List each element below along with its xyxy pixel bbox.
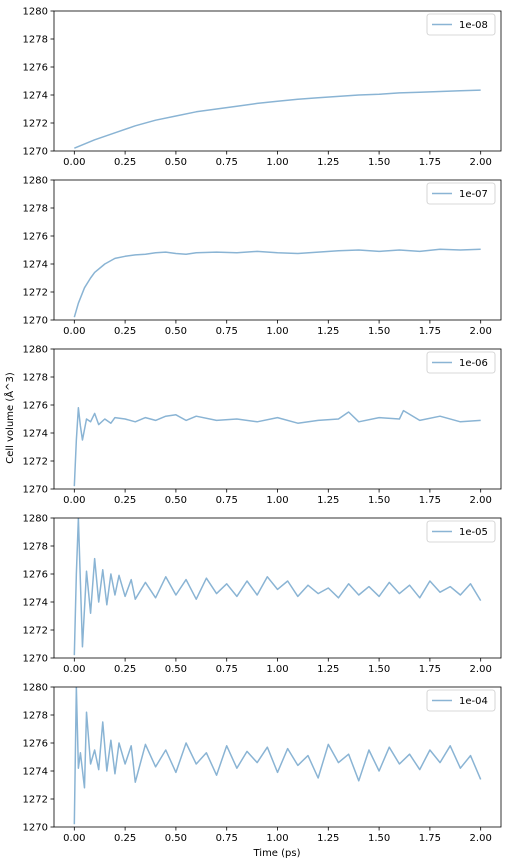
y-tick-label: 1274 [23, 767, 48, 778]
y-tick-label: 1274 [23, 91, 48, 102]
x-tick-label: 0.75 [216, 326, 238, 337]
y-tick-label: 1276 [23, 570, 48, 581]
x-tick-label: 2.00 [470, 157, 492, 168]
x-tick-label: 1.75 [419, 326, 441, 337]
y-tick-label: 1272 [23, 795, 48, 806]
chart-panel-2: 0.00 0.25 0.50 0.75 1.00 1.25 1.50 1.75 2.00 1270… [23, 176, 502, 337]
legend-label: 1e-08 [459, 20, 488, 31]
x-tick-label: 1.75 [419, 495, 441, 506]
y-tick-label: 1278 [23, 373, 48, 384]
y-tick-label: 1280 [23, 683, 48, 694]
legend-box [426, 351, 496, 374]
x-tick-label: 0.50 [165, 157, 187, 168]
x-tick-label: 1.25 [317, 157, 339, 168]
y-tick-label: 1270 [23, 316, 48, 327]
y-tick-label: 1270 [23, 147, 48, 158]
x-tick-label: 0.00 [63, 833, 85, 844]
series-line [73, 687, 482, 825]
x-tick-label: 0.75 [216, 664, 238, 675]
x-tick-label: 1.50 [368, 495, 390, 506]
y-tick-label: 1274 [23, 598, 48, 609]
x-tick-label: 2.00 [470, 495, 492, 506]
x-tick-label: 2.00 [470, 664, 492, 675]
x-tick-label: 0.00 [63, 326, 85, 337]
x-tick-label: 1.00 [266, 833, 288, 844]
y-tick-label: 1272 [23, 119, 48, 130]
chart-panel-1: 0.00 0.25 0.50 0.75 1.00 1.25 1.50 1.75 2.00 1270… [23, 7, 502, 168]
series-line [73, 248, 481, 318]
x-tick-label: 0.25 [114, 495, 136, 506]
y-tick-label: 1276 [23, 739, 48, 750]
x-axis-label: Time (ps) [252, 848, 300, 859]
x-tick-label: 0.50 [165, 495, 187, 506]
x-tick-label: 0.00 [63, 157, 85, 168]
x-tick-label: 1.25 [317, 326, 339, 337]
x-tick-label: 2.00 [470, 833, 492, 844]
x-tick-label: 0.25 [114, 833, 136, 844]
y-tick-label: 1272 [23, 457, 48, 468]
y-tick-label: 1270 [23, 485, 48, 496]
x-tick-label: 0.00 [63, 664, 85, 675]
series-line [73, 518, 482, 656]
x-tick-label: 1.75 [419, 664, 441, 675]
chart-panel-3: 0.00 0.25 0.50 0.75 1.00 1.25 1.50 1.75 2.00 1270… [23, 345, 502, 506]
x-tick-label: 0.00 [63, 495, 85, 506]
x-tick-label: 0.25 [114, 157, 136, 168]
x-tick-label: 1.00 [266, 157, 288, 168]
x-tick-label: 1.50 [368, 326, 390, 337]
x-tick-label: 1.25 [317, 664, 339, 675]
x-tick-label: 0.75 [216, 157, 238, 168]
y-tick-label: 1270 [23, 823, 48, 834]
legend-box [426, 13, 496, 36]
x-tick-label: 1.75 [419, 157, 441, 168]
x-tick-label: 0.50 [165, 833, 187, 844]
x-tick-label: 2.00 [470, 326, 492, 337]
legend-box [426, 520, 496, 543]
y-axis-label: Cell volume (Å^3) [3, 372, 16, 464]
chart-panel-5: 0.00 0.25 0.50 0.75 1.00 1.25 1.50 1.75 2.00 1270… [23, 683, 502, 844]
x-tick-label: 1.25 [317, 495, 339, 506]
series-line [74, 89, 481, 149]
x-tick-label: 0.50 [165, 326, 187, 337]
x-tick-label: 0.75 [216, 495, 238, 506]
x-tick-label: 0.25 [114, 664, 136, 675]
x-tick-label: 1.00 [266, 326, 288, 337]
y-tick-label: 1280 [23, 514, 48, 525]
y-tick-label: 1280 [23, 176, 48, 187]
x-tick-label: 1.75 [419, 833, 441, 844]
y-tick-label: 1278 [23, 204, 48, 215]
y-tick-label: 1276 [23, 232, 48, 243]
y-tick-label: 1272 [23, 626, 48, 637]
y-tick-label: 1270 [23, 654, 48, 665]
legend-box [426, 182, 496, 205]
y-tick-label: 1274 [23, 429, 48, 440]
x-tick-label: 1.50 [368, 157, 390, 168]
legend-label: 1e-04 [459, 696, 488, 707]
y-tick-label: 1278 [23, 542, 48, 553]
x-tick-label: 1.00 [266, 664, 288, 675]
legend-label: 1e-07 [459, 189, 488, 200]
y-tick-label: 1280 [23, 7, 48, 18]
x-tick-label: 1.50 [368, 833, 390, 844]
legend-label: 1e-06 [459, 358, 488, 369]
y-tick-label: 1276 [23, 63, 48, 74]
x-tick-label: 1.25 [317, 833, 339, 844]
x-tick-label: 0.75 [216, 833, 238, 844]
y-tick-label: 1278 [23, 35, 48, 46]
series-line [73, 407, 481, 487]
x-tick-label: 1.50 [368, 664, 390, 675]
chart-panel-4: 0.00 0.25 0.50 0.75 1.00 1.25 1.50 1.75 2.00 1270… [23, 514, 502, 675]
x-tick-label: 0.50 [165, 664, 187, 675]
legend-label: 1e-05 [459, 527, 488, 538]
x-tick-label: 0.25 [114, 326, 136, 337]
y-tick-label: 1274 [23, 260, 48, 271]
y-tick-label: 1280 [23, 345, 48, 356]
x-tick-label: 1.00 [266, 495, 288, 506]
y-tick-label: 1278 [23, 711, 48, 722]
y-tick-label: 1276 [23, 401, 48, 412]
y-tick-label: 1272 [23, 288, 48, 299]
legend-box [426, 689, 496, 712]
